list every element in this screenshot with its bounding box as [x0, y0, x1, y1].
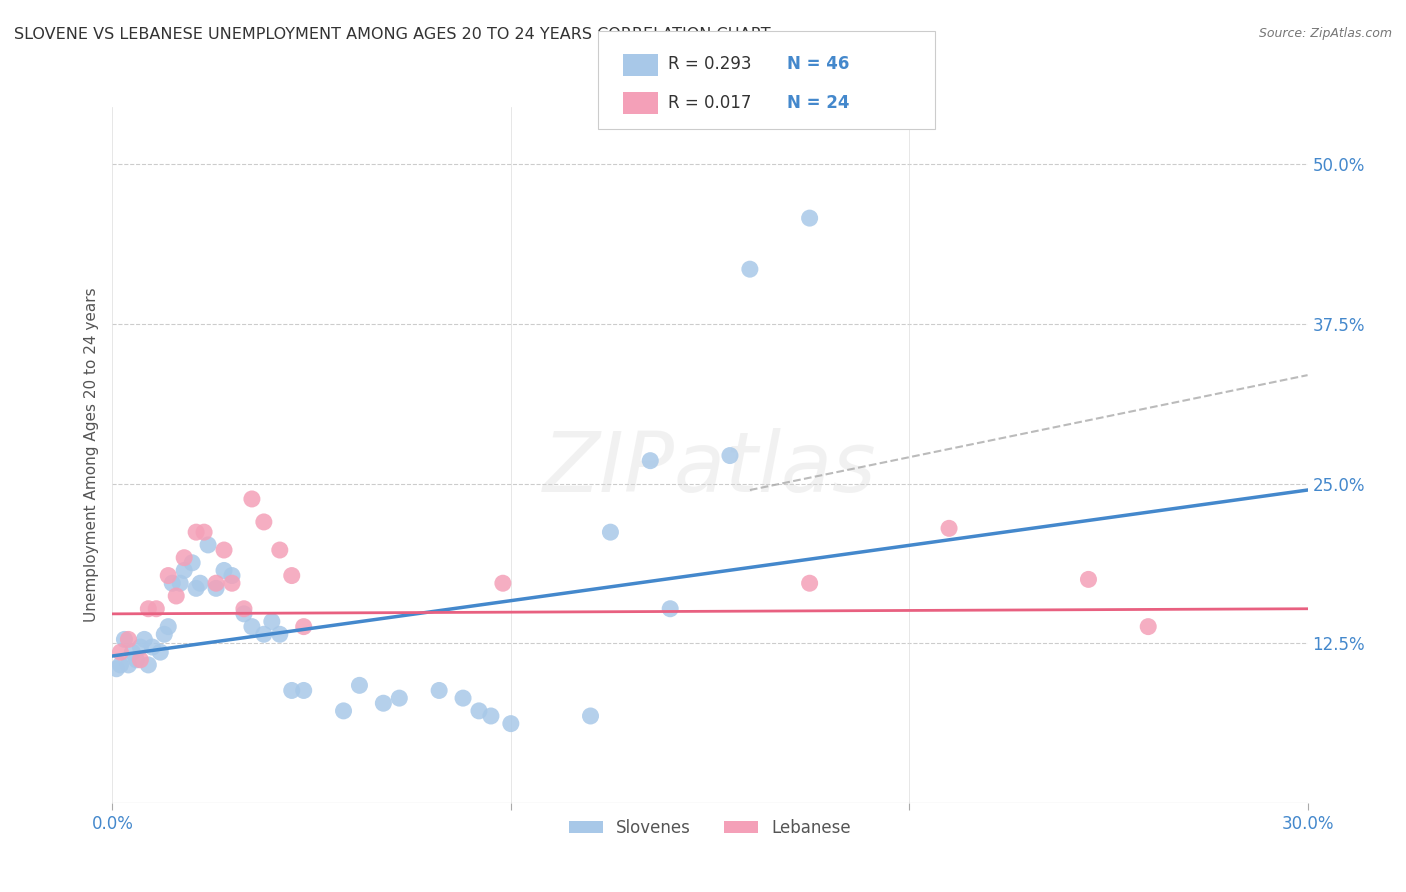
- Point: [165, 589, 187, 603]
- Point: [260, 615, 283, 629]
- Point: [253, 515, 276, 529]
- Point: [499, 716, 522, 731]
- Point: [479, 709, 502, 723]
- Point: [117, 632, 139, 647]
- Point: [205, 582, 228, 596]
- Point: [292, 619, 315, 633]
- Point: [157, 619, 180, 633]
- Point: [162, 576, 183, 591]
- Point: [110, 645, 132, 659]
- Point: [129, 653, 152, 667]
- Point: [173, 564, 195, 578]
- Point: [188, 576, 211, 591]
- Point: [141, 640, 163, 654]
- Point: [121, 645, 143, 659]
- Point: [738, 262, 761, 277]
- Point: [205, 576, 228, 591]
- Point: [129, 640, 152, 654]
- Point: [193, 525, 215, 540]
- Point: [138, 657, 160, 672]
- Point: [212, 543, 235, 558]
- Point: [181, 556, 204, 570]
- Point: [292, 683, 315, 698]
- Point: [157, 568, 180, 582]
- Point: [718, 449, 741, 463]
- Point: [281, 683, 304, 698]
- Text: N = 24: N = 24: [787, 94, 849, 112]
- Point: [799, 211, 821, 226]
- Point: [197, 538, 219, 552]
- Point: [110, 657, 132, 672]
- Point: [599, 525, 621, 540]
- Point: [451, 691, 474, 706]
- Point: [105, 662, 128, 676]
- Text: Source: ZipAtlas.com: Source: ZipAtlas.com: [1258, 27, 1392, 40]
- Text: SLOVENE VS LEBANESE UNEMPLOYMENT AMONG AGES 20 TO 24 YEARS CORRELATION CHART: SLOVENE VS LEBANESE UNEMPLOYMENT AMONG A…: [14, 27, 770, 42]
- Point: [153, 627, 176, 641]
- Point: [468, 704, 491, 718]
- Point: [138, 601, 160, 615]
- Point: [640, 453, 662, 467]
- Point: [173, 550, 195, 565]
- Point: [186, 582, 208, 596]
- Point: [388, 691, 411, 706]
- Point: [125, 653, 148, 667]
- Point: [269, 543, 291, 558]
- Point: [233, 607, 256, 621]
- Point: [281, 568, 304, 582]
- Point: [240, 619, 263, 633]
- Point: [349, 678, 371, 692]
- Point: [221, 568, 243, 582]
- Point: [233, 601, 256, 615]
- Point: [332, 704, 354, 718]
- Text: N = 46: N = 46: [787, 55, 849, 73]
- Text: R = 0.017: R = 0.017: [668, 94, 751, 112]
- Y-axis label: Unemployment Among Ages 20 to 24 years: Unemployment Among Ages 20 to 24 years: [83, 287, 98, 623]
- Point: [799, 576, 821, 591]
- Point: [269, 627, 291, 641]
- Point: [427, 683, 450, 698]
- Point: [221, 576, 243, 591]
- Point: [186, 525, 208, 540]
- Point: [492, 576, 515, 591]
- Point: [659, 601, 682, 615]
- Point: [240, 491, 263, 506]
- Point: [134, 632, 156, 647]
- Point: [145, 601, 167, 615]
- Text: R = 0.293: R = 0.293: [668, 55, 751, 73]
- Point: [1077, 573, 1099, 587]
- Point: [579, 709, 602, 723]
- Point: [212, 564, 235, 578]
- Point: [114, 632, 135, 647]
- Text: ZIPatlas: ZIPatlas: [543, 428, 877, 509]
- Point: [1137, 619, 1160, 633]
- Point: [373, 696, 395, 710]
- Legend: Slovenes, Lebanese: Slovenes, Lebanese: [562, 812, 858, 843]
- Point: [149, 645, 172, 659]
- Point: [117, 657, 139, 672]
- Point: [938, 521, 960, 535]
- Point: [253, 627, 276, 641]
- Point: [169, 576, 191, 591]
